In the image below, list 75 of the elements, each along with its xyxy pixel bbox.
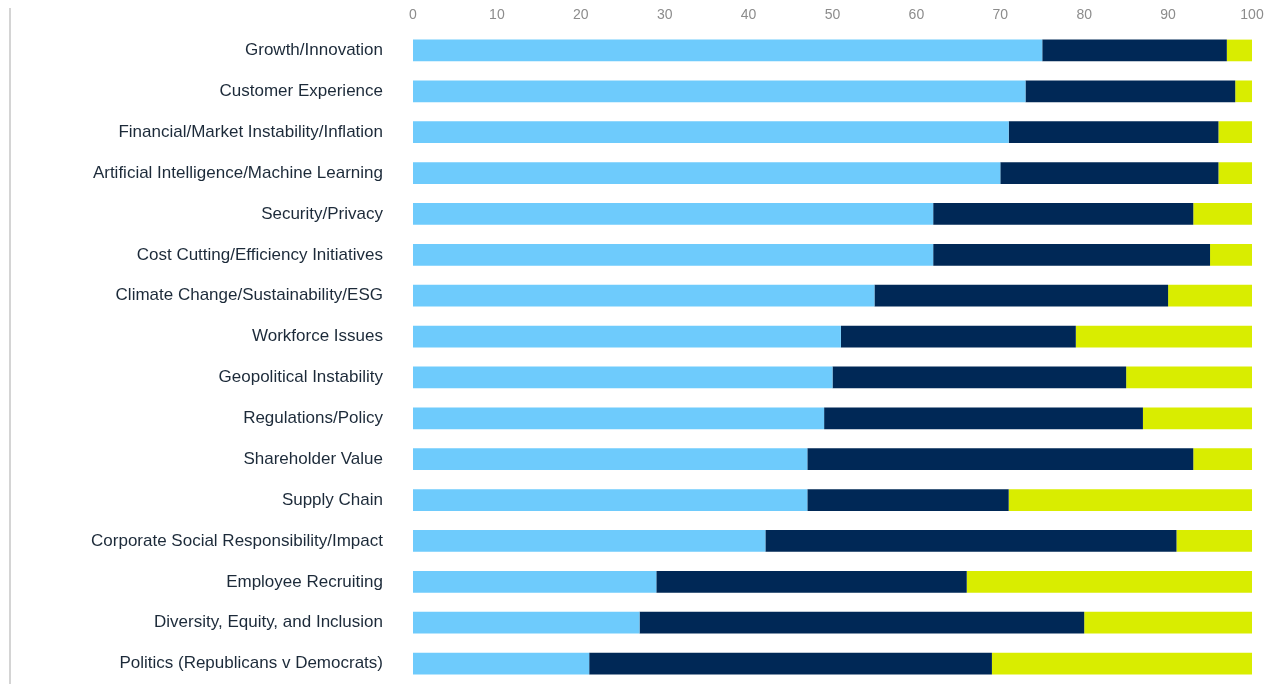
x-tick-label: 0: [409, 6, 418, 23]
bar: [1193, 203, 1252, 225]
bar: [413, 611, 640, 634]
bar: [824, 407, 1143, 430]
bar: [413, 203, 934, 225]
bar: [589, 652, 992, 675]
bar: [933, 243, 1211, 266]
bar: [1210, 243, 1252, 266]
bar: [413, 489, 808, 511]
x-tick-label: 40: [740, 6, 757, 23]
bar: [933, 203, 1194, 225]
y-tick-label: Cost Cutting/Efficiency Initiatives: [136, 244, 383, 264]
bar: [656, 570, 967, 593]
bar: [991, 652, 1252, 675]
bar: [1042, 39, 1227, 62]
bar: [413, 652, 590, 675]
bar: [413, 530, 766, 552]
y-tick-label: Security/Privacy: [261, 203, 384, 223]
bar: [413, 39, 1043, 62]
y-tick-label: Climate Change/Sustainability/ESG: [115, 285, 383, 305]
y-tick-label: Regulations/Policy: [243, 408, 384, 427]
y-tick-label: Employee Recruiting: [226, 571, 383, 591]
x-tick-label: 50: [824, 6, 841, 23]
bar: [807, 448, 1194, 471]
bar: [1176, 530, 1252, 552]
y-tick-label: Customer Experience: [219, 81, 383, 100]
y-tick-label: Growth/Innovation: [245, 40, 383, 60]
y-tick-label: Workforce Issues: [251, 326, 383, 346]
x-tick-label: 90: [1160, 6, 1177, 23]
y-tick-label: Supply Chain: [281, 489, 383, 509]
y-tick-label: Politics (Republicans v Democrats): [119, 653, 383, 673]
bar: [413, 448, 808, 471]
x-tick-label: 10: [489, 6, 505, 23]
bar: [413, 80, 1026, 103]
x-tick-label: 30: [656, 6, 673, 23]
y-tick-label: Financial/Market Instability/Inflation: [118, 121, 383, 141]
bar: [413, 121, 1009, 144]
x-tick-label: 80: [1076, 6, 1093, 23]
bar: [765, 530, 1177, 552]
x-tick-label: 20: [573, 6, 589, 23]
bar: [1218, 162, 1252, 184]
bar: [1075, 325, 1252, 348]
bar: [1193, 448, 1252, 471]
bar: [1235, 80, 1252, 103]
bar: [639, 611, 1085, 634]
bar: [413, 284, 875, 307]
bar: [807, 489, 1009, 511]
bar: [1008, 489, 1252, 511]
bar: [413, 366, 833, 389]
x-tick-label: 60: [908, 6, 925, 23]
bar: [832, 366, 1127, 389]
y-tick-label: Artificial Intelligence/Machine Learning: [92, 162, 383, 182]
y-tick-label: Shareholder Value: [243, 448, 383, 468]
bar: [1008, 121, 1219, 144]
y-tick-label: Corporate Social Responsibility/Impact: [91, 530, 384, 550]
bar: [413, 243, 934, 266]
bar: [1126, 366, 1252, 389]
y-tick-label: Diversity, Equity, and Inclusion: [154, 612, 383, 632]
bar: [840, 325, 1076, 348]
y-tick-label: Geopolitical Instability: [218, 367, 384, 387]
bar: [413, 325, 841, 348]
x-tick-label: 70: [992, 6, 1009, 23]
bar: [413, 162, 1001, 184]
bar: [1142, 407, 1252, 430]
bar: [966, 570, 1252, 593]
bar: [1168, 284, 1252, 307]
bar: [1000, 162, 1219, 184]
x-tick-label: 100: [1240, 6, 1264, 23]
bar: [413, 570, 657, 593]
bar: [1025, 80, 1236, 103]
bar: [874, 284, 1169, 307]
bar: [1226, 39, 1252, 62]
bar: [1218, 121, 1252, 144]
bar: [1084, 611, 1252, 634]
bar: [413, 407, 825, 430]
